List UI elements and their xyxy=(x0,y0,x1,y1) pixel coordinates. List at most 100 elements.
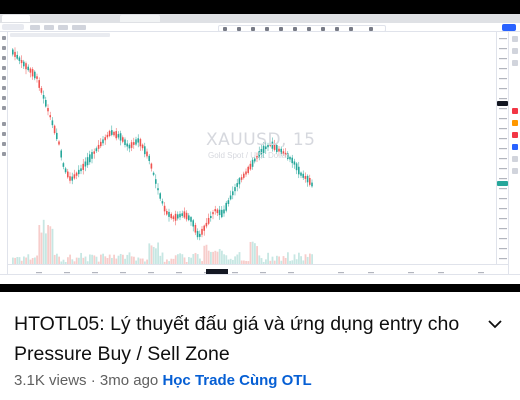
time-scale xyxy=(8,264,508,276)
candle xyxy=(207,217,210,224)
browser-tab xyxy=(120,15,160,22)
candle xyxy=(133,142,135,145)
price-tick xyxy=(499,78,507,80)
candle xyxy=(36,76,38,79)
candle xyxy=(45,100,47,107)
meta-separator: · xyxy=(90,372,96,389)
chart-type-button xyxy=(44,25,54,30)
volume-bar xyxy=(254,243,256,264)
volume-bar xyxy=(163,261,166,264)
streams-icon xyxy=(512,132,518,138)
channel-name[interactable]: Học Trade Cùng OTL xyxy=(162,372,312,389)
volume-bar xyxy=(27,254,30,264)
volume-bar xyxy=(51,228,54,264)
volume-bar xyxy=(306,256,309,264)
volume-bar xyxy=(58,256,60,264)
candle xyxy=(293,161,296,165)
volume-bar xyxy=(159,255,162,264)
candle xyxy=(157,188,159,191)
candle xyxy=(95,148,98,152)
time-tick xyxy=(408,272,414,274)
volume-bar xyxy=(203,245,206,264)
video-player[interactable]: XAUUSD, 15 Gold Spot / U.S. Dollar xyxy=(0,0,520,292)
video-title[interactable]: HTOTL05: Lý thuyết đấu giá và ứng dụng e… xyxy=(14,313,460,365)
candle xyxy=(155,179,157,184)
candle xyxy=(102,139,104,144)
calendar-icon xyxy=(512,156,518,162)
candle xyxy=(269,143,271,146)
candle xyxy=(260,149,263,155)
volume-bar xyxy=(251,241,254,264)
expand-description-button[interactable] xyxy=(484,313,506,335)
data-window-icon xyxy=(512,60,518,66)
volume-bar xyxy=(139,258,142,264)
time-tick xyxy=(338,272,344,274)
volume-bar xyxy=(278,256,280,264)
crosshair-icon xyxy=(2,36,6,40)
volume-bar xyxy=(25,257,27,264)
volume-bar xyxy=(258,255,261,264)
volume-bar xyxy=(45,233,47,264)
volume-bar xyxy=(311,254,313,264)
volume-bar xyxy=(238,252,241,264)
volume-bar xyxy=(172,258,175,264)
candle xyxy=(78,169,80,175)
trash-icon xyxy=(335,27,339,31)
volume-bar xyxy=(223,254,225,264)
current-price-tag xyxy=(497,181,508,186)
candle xyxy=(91,152,93,159)
time-tick xyxy=(288,272,294,274)
volume-bar xyxy=(16,257,19,264)
volume-bar xyxy=(183,257,186,264)
volume-bar xyxy=(166,259,168,264)
chart-watermark-description: Gold Spot / U.S. Dollar xyxy=(208,151,289,160)
price-tick xyxy=(499,138,507,140)
candle xyxy=(38,80,40,88)
volume-bar xyxy=(64,261,67,264)
volume-bar xyxy=(276,255,278,264)
volume-bar xyxy=(144,261,146,264)
price-tick xyxy=(499,178,507,180)
candle xyxy=(183,211,186,218)
candle xyxy=(300,172,302,176)
volume-bar xyxy=(47,224,49,264)
candle xyxy=(166,211,168,215)
candle xyxy=(194,224,197,233)
line-icon xyxy=(251,27,255,31)
volume-bar xyxy=(304,254,307,264)
time-tick xyxy=(148,272,154,274)
candle xyxy=(34,71,36,79)
price-tick xyxy=(499,68,507,70)
time-axis-ticks xyxy=(36,269,484,276)
remove-drawings-icon xyxy=(2,152,6,156)
crosshair-time-label xyxy=(206,269,228,276)
tradingview-right-toolbar xyxy=(508,32,520,274)
candlestick-chart xyxy=(12,47,313,264)
volume-bar xyxy=(221,250,223,264)
candle xyxy=(179,213,181,218)
candle xyxy=(196,231,199,238)
volume-bar xyxy=(302,260,305,264)
price-tick xyxy=(499,58,507,60)
volume-bar xyxy=(14,257,16,264)
video-progress-area xyxy=(0,284,520,292)
volume-bar xyxy=(181,254,184,264)
alerts-icon xyxy=(512,48,518,54)
volume-bar xyxy=(106,257,109,264)
volume-bar xyxy=(196,254,199,264)
candle xyxy=(64,168,67,173)
volume-bar xyxy=(295,259,298,264)
candle xyxy=(108,130,111,136)
candle xyxy=(311,182,313,187)
candle xyxy=(12,49,14,55)
chart-legend xyxy=(10,33,110,37)
help-icon xyxy=(512,168,518,174)
volume-bar xyxy=(91,254,93,264)
time-tick xyxy=(120,272,126,274)
price-tick xyxy=(499,258,507,260)
candle xyxy=(29,68,32,73)
candle xyxy=(89,154,91,163)
candle xyxy=(212,212,214,215)
candle xyxy=(221,209,223,218)
publish-button xyxy=(502,24,516,31)
